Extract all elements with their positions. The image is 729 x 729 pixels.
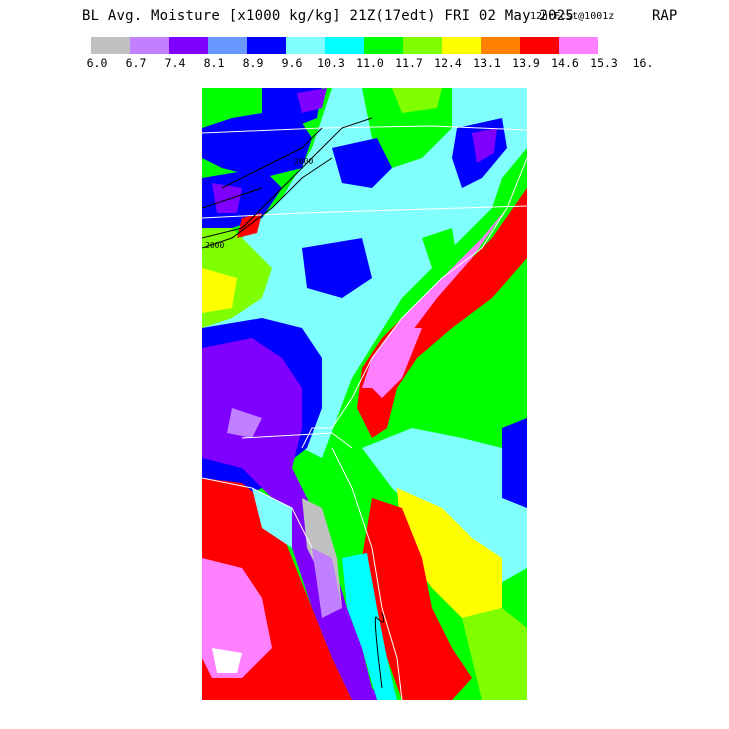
legend-swatch-6	[325, 37, 364, 54]
legend-label-1: 6.7	[125, 56, 147, 70]
contour-5	[374, 612, 385, 689]
contour-4	[202, 187, 263, 209]
region-pink-southwest	[202, 558, 272, 678]
legend-swatch-3	[208, 37, 247, 54]
region-yellow-south	[397, 488, 502, 618]
model-name: RAP	[652, 8, 678, 24]
boundaries	[202, 125, 527, 700]
region-lavender-west	[227, 408, 262, 438]
legend-label-6: 10.3	[317, 56, 345, 70]
map-canvas: 2000 2000	[202, 88, 527, 700]
legend-label-13: 15.3	[590, 56, 618, 70]
contour-2	[202, 157, 333, 249]
region-cyan-coast	[342, 553, 397, 700]
terrain-contours	[202, 117, 385, 689]
legend-label-8: 11.7	[395, 56, 423, 70]
legend-swatch-4	[247, 37, 286, 54]
region-lime-southeast	[462, 608, 527, 700]
state-line-1	[202, 125, 527, 134]
legend-labels: 6.0 6.7 7.4 8.1 8.9 9.6 10.3 11.0 11.7 12.4 13.1 13…	[0, 56, 729, 72]
legend-swatch-7	[364, 37, 403, 54]
state-line-3	[241, 432, 353, 449]
color-legend	[91, 37, 598, 54]
legend-label-12: 14.6	[551, 56, 579, 70]
legend-swatch-1	[130, 37, 169, 54]
legend-label-2: 7.4	[164, 56, 186, 70]
legend-swatch-10	[481, 37, 520, 54]
map-title: BL Avg. Moisture [x1000 kg/kg] 21Z(17edt…	[82, 8, 574, 24]
legend-label-3: 8.1	[203, 56, 225, 70]
legend-swatch-5	[286, 37, 325, 54]
legend-swatch-12	[559, 37, 598, 54]
moisture-map: 2000 2000	[202, 88, 527, 700]
region-lavender-south	[312, 548, 342, 618]
legend-label-11: 13.9	[512, 56, 540, 70]
legend-swatch-2	[169, 37, 208, 54]
legend-label-10: 13.1	[473, 56, 501, 70]
title-bar: BL Avg. Moisture [x1000 kg/kg] 21Z(17edt…	[0, 8, 729, 28]
legend-label-14: 16.	[632, 56, 654, 70]
legend-swatch-11	[520, 37, 559, 54]
legend-swatch-8	[403, 37, 442, 54]
contour-label-1: 2000	[294, 157, 313, 166]
legend-label-9: 12.4	[434, 56, 462, 70]
region-red-florida	[362, 498, 472, 700]
region-purple-ne	[472, 128, 497, 163]
legend-label-4: 8.9	[242, 56, 264, 70]
contour-label-2: 2000	[205, 241, 224, 250]
region-blue-center-north	[332, 138, 392, 188]
legend-label-5: 9.6	[281, 56, 303, 70]
forecast-info: 12hrFcst@1001z	[530, 11, 615, 22]
state-line-2	[202, 205, 527, 219]
legend-label-0: 6.0	[86, 56, 108, 70]
region-purple-west	[212, 183, 242, 213]
region-green-center	[422, 228, 457, 268]
region-yellow-west	[202, 268, 237, 313]
region-lime-north	[392, 88, 442, 113]
region-white-max	[212, 648, 242, 673]
contour-3	[221, 127, 323, 189]
coastline-florida	[331, 447, 403, 700]
contour-1	[202, 117, 373, 239]
legend-swatch-9	[442, 37, 481, 54]
region-blue-atlantic	[502, 418, 527, 508]
coastline-gulf	[202, 477, 313, 549]
region-pink-east-blob	[372, 328, 422, 398]
legend-label-7: 11.0	[356, 56, 384, 70]
region-blue-center	[302, 238, 372, 298]
coastline-east	[301, 157, 527, 449]
region-purple-nw	[297, 88, 327, 113]
region-blue-ne-nc	[202, 108, 312, 178]
legend-swatch-0	[91, 37, 130, 54]
